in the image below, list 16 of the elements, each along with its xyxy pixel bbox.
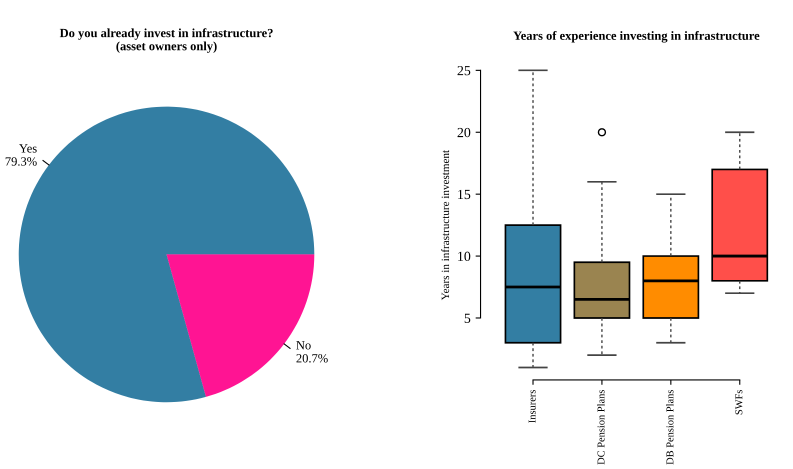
chart-title: Do you already invest in infrastructure? (asset owners only): [60, 28, 273, 53]
data-label: 20.7%: [296, 354, 328, 363]
y-tick-label: 5: [464, 314, 470, 323]
y-tick-label: 25: [458, 66, 470, 76]
chart-title: Years of experience investing in infrastructure: [513, 30, 760, 43]
x-tick-label: DC Pension Plans: [597, 390, 605, 465]
slice-label: Yes: [19, 144, 37, 153]
data-label: 79.3%: [6, 157, 37, 166]
y-tick-label: 10: [458, 252, 470, 262]
y-tick-label: 20: [458, 128, 470, 138]
y-tick-label: 15: [458, 190, 470, 200]
x-tick-label: Insurers: [528, 390, 536, 423]
y-axis-title: Years in infrastructure investment: [441, 150, 450, 300]
x-tick-label: SWFs: [735, 390, 742, 414]
slice-label: No: [296, 341, 311, 350]
x-tick-label: DB Pension Plans: [666, 390, 674, 465]
